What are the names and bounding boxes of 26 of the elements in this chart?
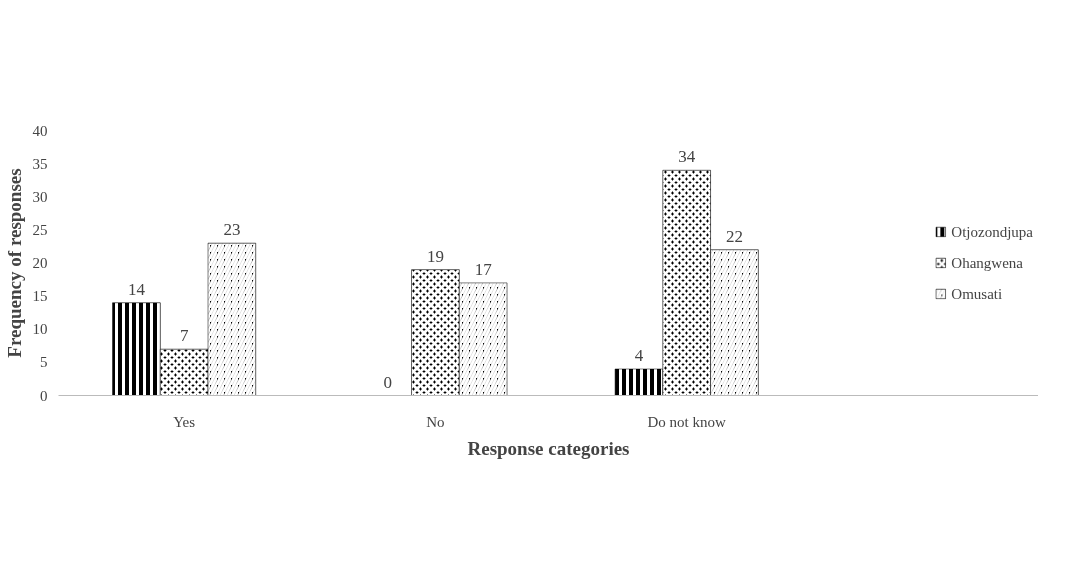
data-label: 19 — [426, 246, 444, 266]
data-label: 34 — [678, 147, 696, 167]
y-tick-label: 0 — [40, 387, 48, 404]
x-axis-title: Response categories — [467, 437, 630, 459]
y-axis-title: Frequency of responses — [3, 168, 25, 358]
data-label: 4 — [634, 346, 644, 365]
legend-label: Omusati — [951, 285, 1004, 302]
data-label: 0 — [383, 372, 392, 392]
x-tick-label: Do not know — [647, 413, 727, 430]
y-tick-label: 10 — [32, 321, 48, 338]
x-tick-label: No — [426, 413, 445, 430]
y-tick-label: 5 — [40, 354, 48, 371]
data-label: 14 — [127, 279, 146, 299]
y-tick-label: 30 — [32, 188, 48, 205]
y-tick-label: 35 — [32, 155, 48, 172]
data-label: 7 — [179, 326, 189, 346]
y-tick-label: 40 — [32, 122, 48, 139]
legend-label: Otjozondjupa — [951, 223, 1033, 240]
data-label: 23 — [223, 220, 241, 240]
y-tick-label: 25 — [32, 221, 48, 238]
y-tick-label: 20 — [32, 255, 48, 271]
data-label: 17 — [474, 259, 493, 279]
y-tick-label: 15 — [32, 288, 48, 305]
data-label: 22 — [725, 226, 743, 246]
legend-label: Ohangwena — [951, 254, 1024, 271]
x-tick-label: Yes — [173, 413, 196, 430]
